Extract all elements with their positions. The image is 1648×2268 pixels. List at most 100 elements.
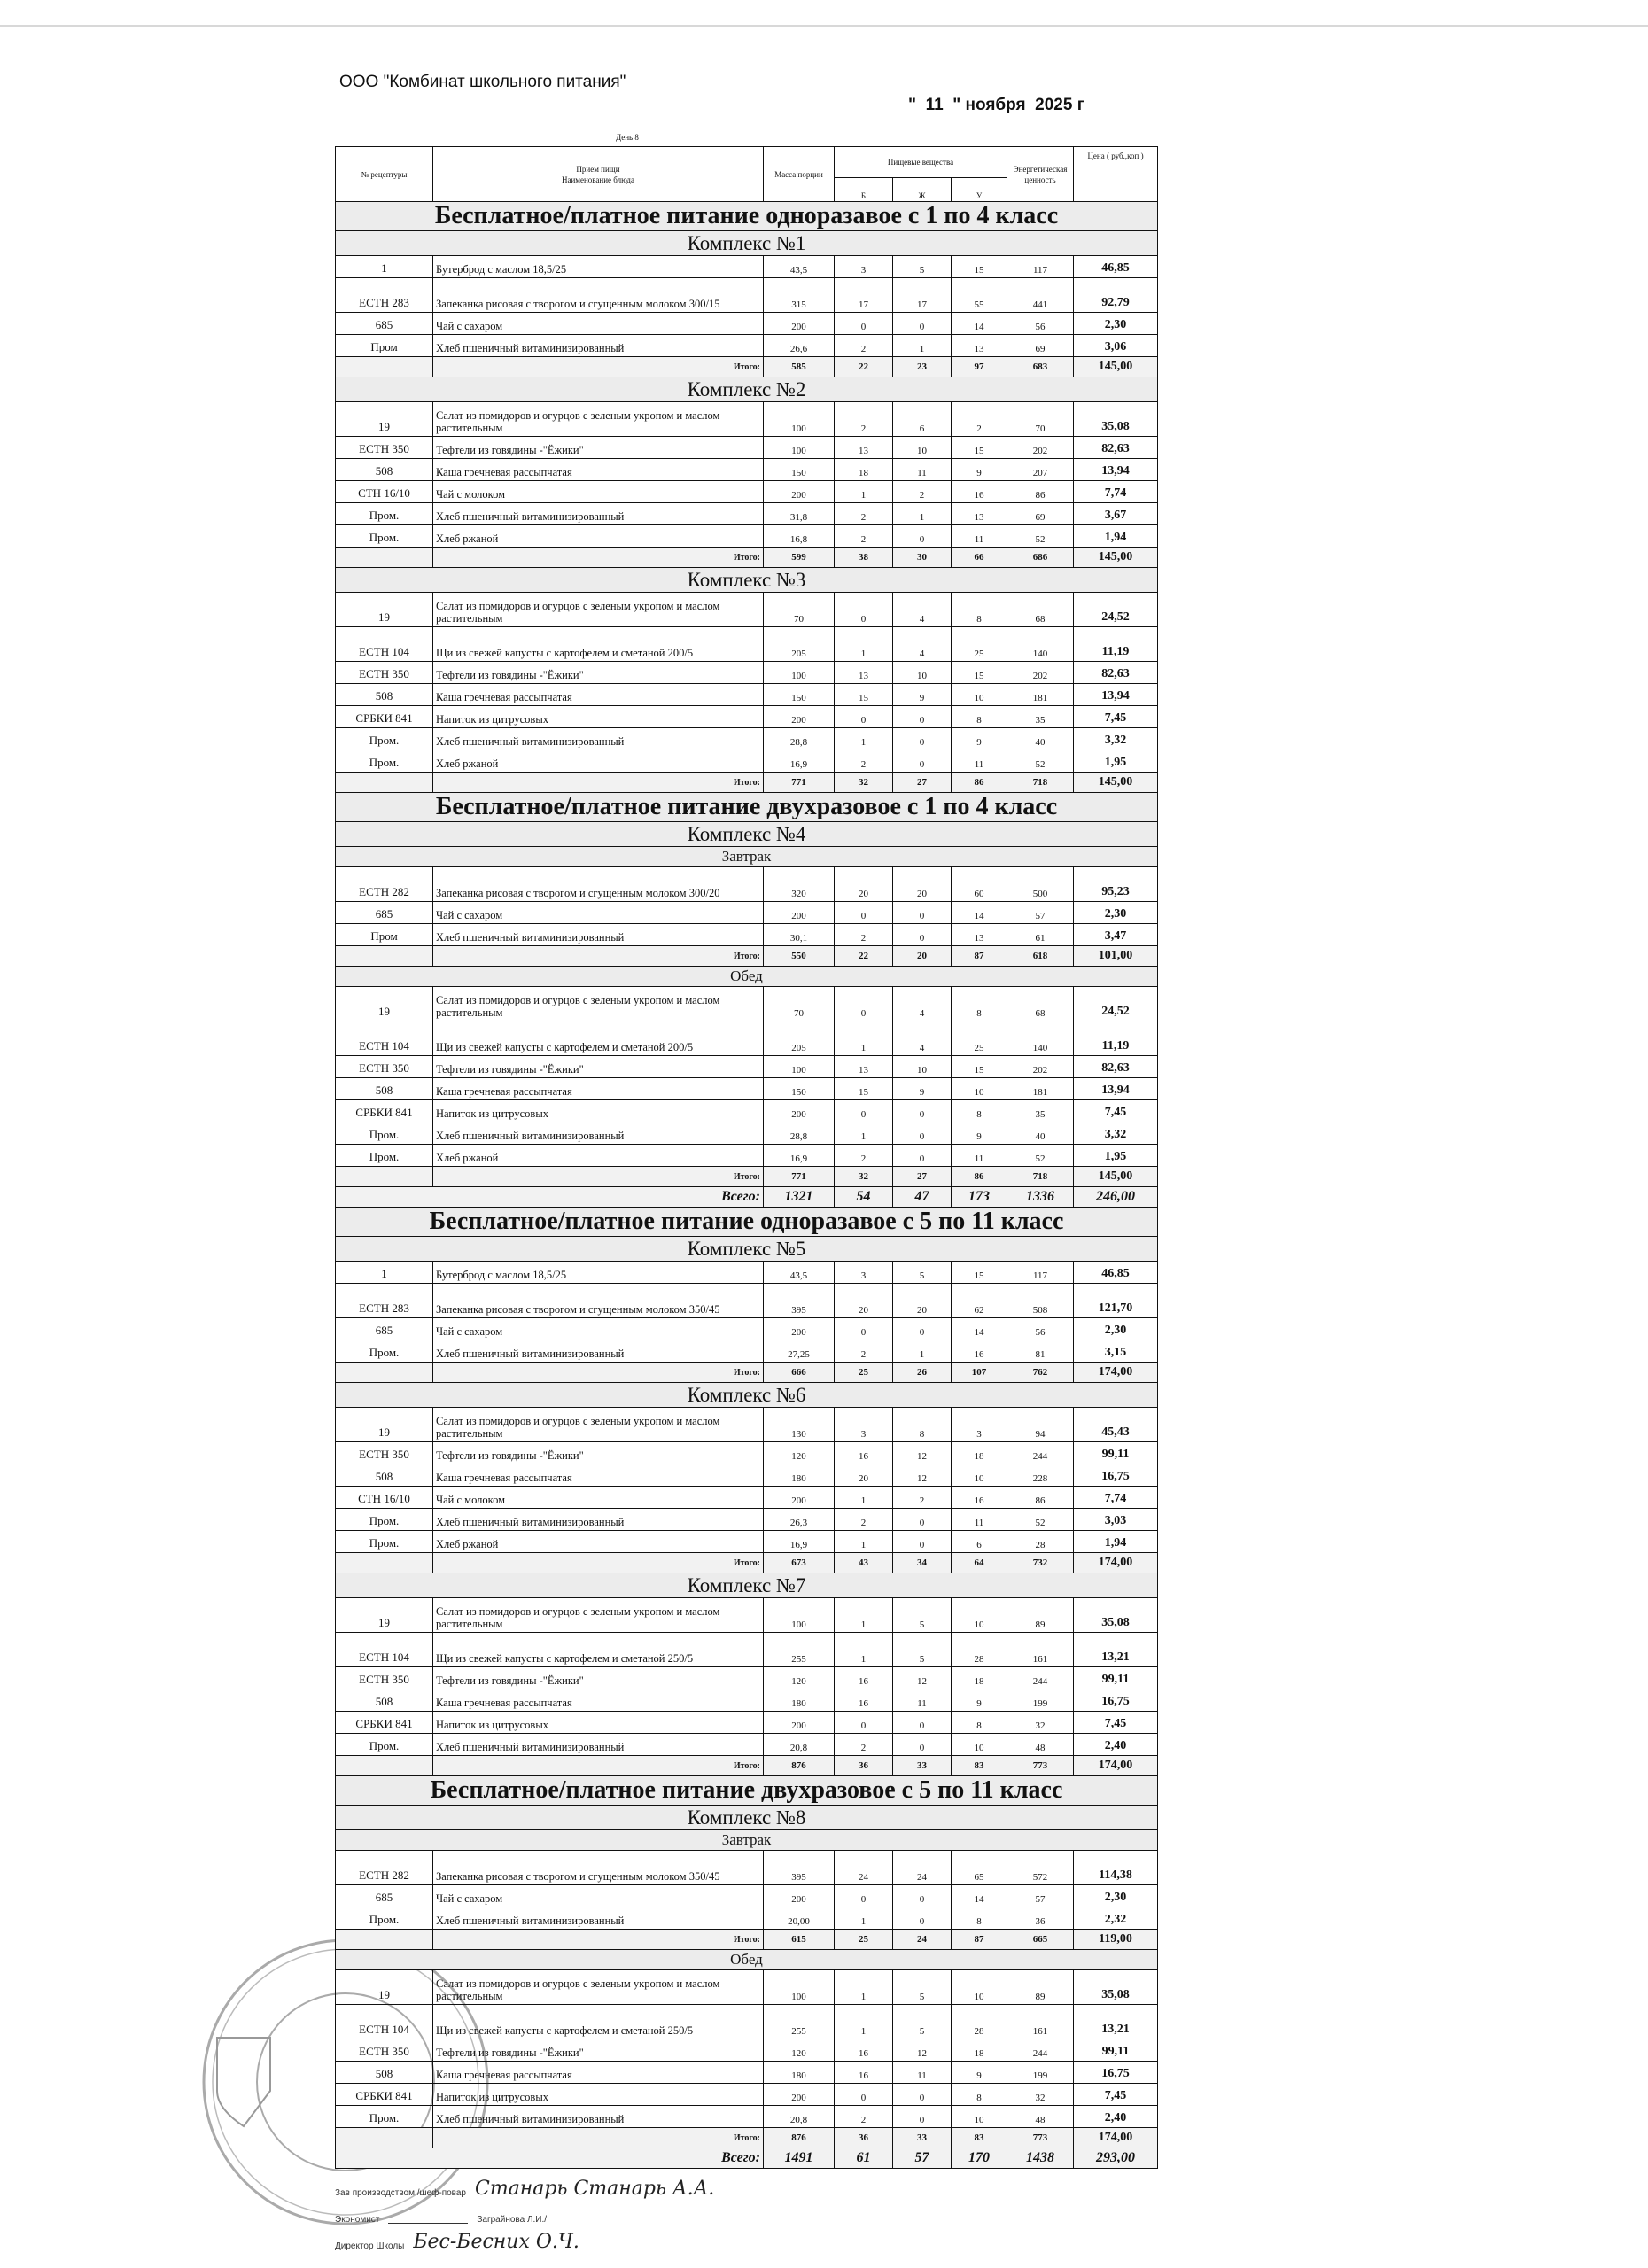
portion-mass-total: 876: [763, 1755, 835, 1776]
fat-total: 30: [892, 547, 952, 568]
fat-cell: 1: [892, 1340, 952, 1363]
col-energy: Энергетическая ценность: [1007, 146, 1074, 202]
energy-cell: 69: [1007, 334, 1074, 357]
recipe-number-cell: СРБКИ 841: [335, 2083, 433, 2106]
fat-cell: 10: [892, 1055, 952, 1078]
price-cell: 2,30: [1073, 1317, 1158, 1340]
fat-cell: 0: [892, 1907, 952, 1930]
price-cell: 2,30: [1073, 312, 1158, 335]
energy-cell: 52: [1007, 1144, 1074, 1167]
dish-name-cell: Салат из помидоров и огурцов с зеленым у…: [432, 986, 764, 1021]
price-cell: 2,40: [1073, 1733, 1158, 1756]
table-row: Пром. Хлеб пшеничный витаминизированный 26…: [335, 1508, 1158, 1531]
portion-mass-cell: 16,9: [763, 1530, 835, 1553]
carbs-cell: 13: [951, 334, 1007, 357]
carbs-cell: 6: [951, 1530, 1007, 1553]
empty-cell: [335, 2127, 433, 2148]
table-row: Пром. Хлеб ржаной 16,9 2 0 11 52 1,95: [335, 750, 1158, 773]
portion-mass-cell: 315: [763, 277, 835, 313]
fat-cell: 10: [892, 436, 952, 459]
fat-total: 27: [892, 772, 952, 793]
day-label: День 8: [616, 133, 639, 142]
document-body: № рецептуры Прием пищи Наименование блюда…: [335, 146, 1158, 2254]
complex-header: Комплекс №7: [335, 1573, 1158, 1598]
price-cell: 13,94: [1073, 1077, 1158, 1100]
carbs-cell: 9: [951, 1689, 1007, 1712]
protein-cell: 1: [834, 1530, 893, 1553]
protein-cell: 17: [834, 277, 893, 313]
portion-mass-cell: 100: [763, 1969, 835, 2005]
portion-mass-total: 771: [763, 1166, 835, 1187]
meal-header-title: Обед: [335, 966, 1158, 987]
protein-cell: 0: [834, 592, 893, 627]
dish-name-cell: Хлеб пшеничный витаминизированный: [432, 727, 764, 750]
complex-header: Комплекс №8: [335, 1805, 1158, 1830]
total-label: Итого:: [432, 1362, 764, 1383]
recipe-number-cell: 19: [335, 986, 433, 1021]
protein-total: 32: [834, 1166, 893, 1187]
energy-cell: 199: [1007, 2061, 1074, 2084]
table-row: Пром. Хлеб пшеничный витаминизированный 27…: [335, 1340, 1158, 1363]
energy-cell: 207: [1007, 458, 1074, 481]
table-row: СТН 16/10 Чай с молоком 200 1 2 16 86 7,74: [335, 1486, 1158, 1509]
dish-name-cell: Салат из помидоров и огурцов с зеленым у…: [432, 1597, 764, 1633]
energy-cell: 40: [1007, 1122, 1074, 1145]
energy-cell: 81: [1007, 1340, 1074, 1363]
energy-cell: 57: [1007, 1884, 1074, 1907]
dish-name-cell: Чай с сахаром: [432, 1317, 764, 1340]
recipe-number-cell: ЕСТН 283: [335, 1283, 433, 1318]
chef-signature-row: Зав производством /шеф-повар Станарь Ста…: [335, 2174, 1157, 2201]
energy-cell: 244: [1007, 1441, 1074, 1464]
table-row: 508 Каша гречневая рассыпчатая 150 18 11 9 207…: [335, 458, 1158, 481]
carbs-cell: 8: [951, 1711, 1007, 1734]
energy-cell: 32: [1007, 1711, 1074, 1734]
energy-cell: 52: [1007, 750, 1074, 773]
empty-cell: [335, 945, 433, 967]
recipe-number-cell: Пром.: [335, 1733, 433, 1756]
section-header-title: Бесплатное/платное питание двухразовое с…: [335, 792, 1158, 822]
energy-total: 773: [1007, 2127, 1074, 2148]
dish-name-cell: Хлеб пшеничный витаминизированный: [432, 1122, 764, 1145]
table-row: Пром. Хлеб пшеничный витаминизированный 28…: [335, 1122, 1158, 1145]
fat-cell: 5: [892, 1969, 952, 2005]
price-total: 145,00: [1073, 356, 1158, 377]
carbs-cell: 16: [951, 1486, 1007, 1509]
carbs-total: 87: [951, 945, 1007, 967]
price-cell: 121,70: [1073, 1283, 1158, 1318]
portion-mass-cell: 20,8: [763, 1733, 835, 1756]
carbs-cell: 11: [951, 524, 1007, 548]
recipe-number-cell: СРБКИ 841: [335, 1099, 433, 1122]
total-label: Итого:: [432, 2127, 764, 2148]
recipe-number-cell: СРБКИ 841: [335, 705, 433, 728]
empty-cell: [335, 356, 433, 377]
total-row: Итого: 771 32 27 86 718 145,00: [335, 1166, 1158, 1187]
price-cell: 11,19: [1073, 1021, 1158, 1056]
price-cell: 92,79: [1073, 277, 1158, 313]
carbs-cell: 25: [951, 626, 1007, 662]
price-total: 101,00: [1073, 945, 1158, 967]
fat-cell: 5: [892, 255, 952, 278]
table-row: 19 Салат из помидоров и огурцов с зеленым…: [335, 401, 1158, 437]
protein-cell: 2: [834, 2105, 893, 2128]
protein-cell: 2: [834, 524, 893, 548]
portion-mass-total: 876: [763, 2127, 835, 2148]
table-row: Пром. Хлеб пшеничный витаминизированный 31…: [335, 502, 1158, 525]
recipe-number-cell: 508: [335, 683, 433, 706]
col-protein: Б: [834, 177, 893, 202]
energy-total: 762: [1007, 1362, 1074, 1383]
protein-cell: 1: [834, 1907, 893, 1930]
carbs-cell: 15: [951, 1261, 1007, 1284]
protein-total: 22: [834, 356, 893, 377]
price-cell: 7,74: [1073, 1486, 1158, 1509]
recipe-number-cell: Пром: [335, 923, 433, 946]
portion-mass-cell: 320: [763, 866, 835, 902]
portion-mass-cell: 200: [763, 2083, 835, 2106]
table-row: 508 Каша гречневая рассыпчатая 180 20 12 10 22…: [335, 1464, 1158, 1487]
recipe-number-cell: ЕСТН 350: [335, 436, 433, 459]
price-total: 174,00: [1073, 1362, 1158, 1383]
fat-cell: 5: [892, 1261, 952, 1284]
energy-cell: 202: [1007, 436, 1074, 459]
protein-cell: 2: [834, 1340, 893, 1363]
fat-cell: 0: [892, 705, 952, 728]
dish-name-cell: Салат из помидоров и огурцов с зеленым у…: [432, 1407, 764, 1442]
